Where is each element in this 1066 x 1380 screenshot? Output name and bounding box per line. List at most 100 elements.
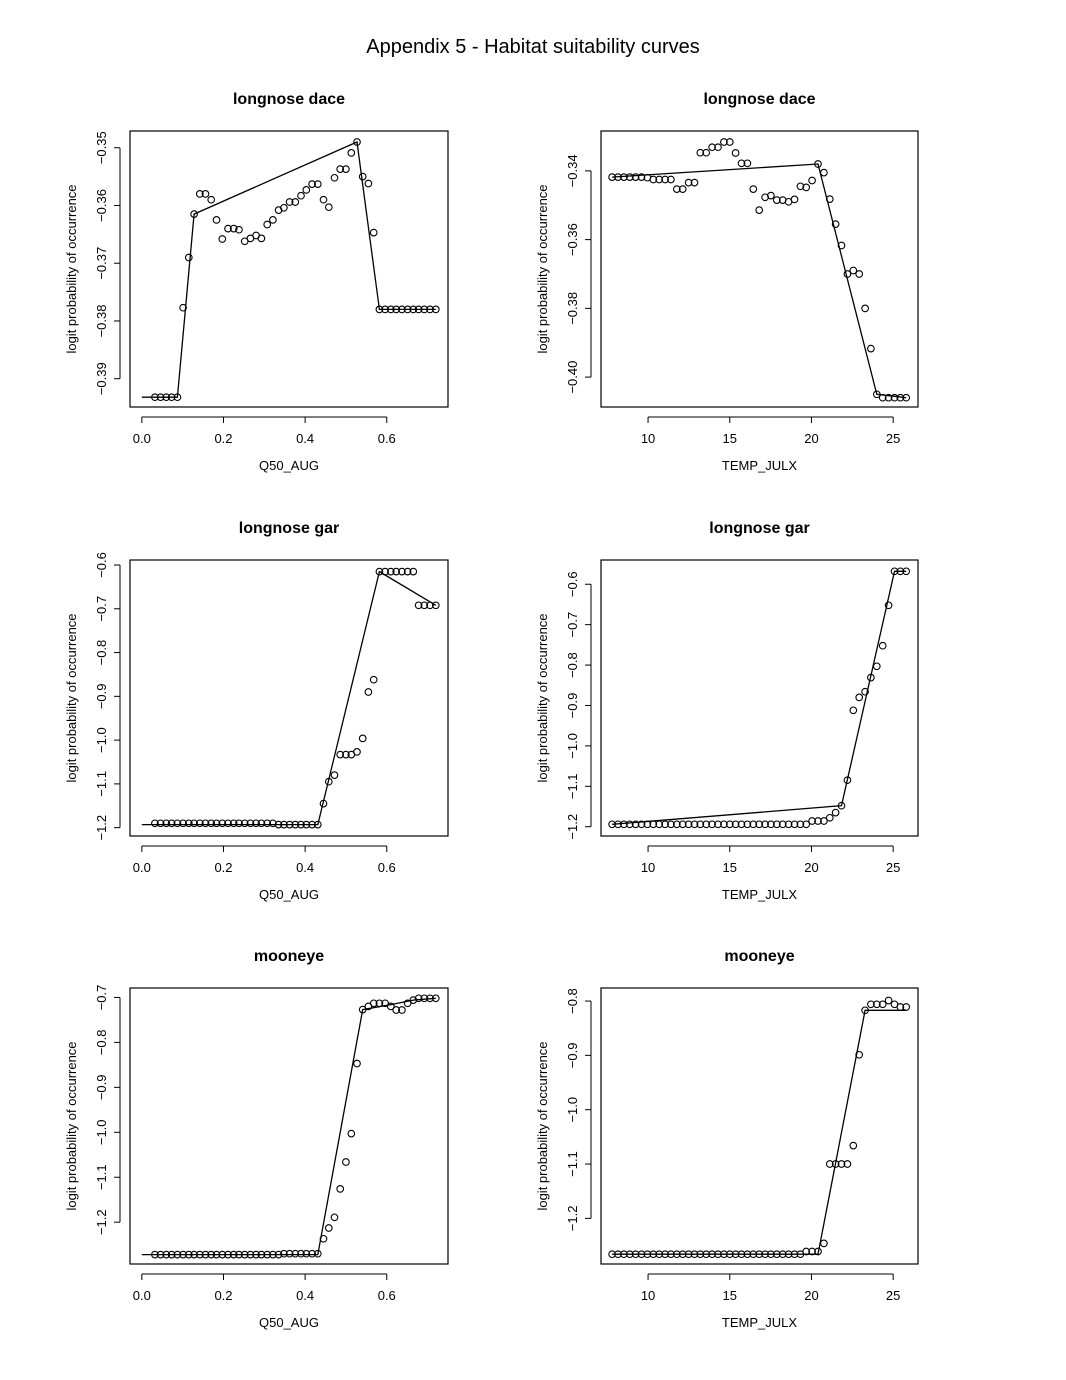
data-point xyxy=(837,1160,846,1168)
data-point xyxy=(347,149,356,157)
y-tick-label: −0.9 xyxy=(565,1043,580,1069)
data-point xyxy=(661,1250,669,1259)
data-point xyxy=(313,820,322,829)
data-point xyxy=(184,819,193,828)
data-point xyxy=(173,393,182,402)
data-point xyxy=(808,817,816,825)
data-point xyxy=(690,820,699,829)
data-point xyxy=(649,175,658,184)
data-point xyxy=(235,1250,243,1259)
x-tick-label: 10 xyxy=(641,1288,655,1303)
data-point xyxy=(649,1250,658,1259)
data-point xyxy=(184,253,193,262)
data-point xyxy=(643,820,652,829)
x-tick-label: 25 xyxy=(886,860,900,875)
data-point xyxy=(737,1250,746,1259)
data-point xyxy=(324,1224,333,1232)
data-point xyxy=(330,1213,339,1222)
data-point xyxy=(784,820,793,829)
data-point xyxy=(896,567,905,576)
data-point xyxy=(336,165,345,173)
fitted-line xyxy=(612,570,907,825)
y-tick-label: −1.1 xyxy=(94,771,109,797)
data-point xyxy=(375,999,384,1008)
data-point xyxy=(655,820,664,829)
x-tick-label: 0.4 xyxy=(296,1288,314,1303)
data-point xyxy=(151,819,159,828)
y-axis-label: logit probability of occurrence xyxy=(535,1041,550,1210)
data-point xyxy=(661,820,669,829)
data-point xyxy=(755,1250,764,1259)
data-point xyxy=(218,235,227,243)
data-point xyxy=(672,1250,681,1259)
data-point xyxy=(825,1160,834,1168)
data-point xyxy=(814,1247,822,1256)
x-axis-label: TEMP_JULX xyxy=(722,458,797,473)
data-point xyxy=(420,305,429,314)
data-point xyxy=(790,820,799,829)
data-point xyxy=(684,820,693,829)
data-point xyxy=(386,567,395,576)
y-tick-label: −0.40 xyxy=(565,361,580,394)
fitted-line xyxy=(141,570,437,826)
data-point xyxy=(749,1250,758,1259)
data-point xyxy=(614,173,622,181)
data-point xyxy=(212,1250,221,1259)
data-point xyxy=(420,601,429,610)
data-point xyxy=(696,820,705,829)
data-point xyxy=(190,1250,198,1259)
data-point xyxy=(684,1250,693,1259)
data-point xyxy=(631,173,640,181)
data-point xyxy=(849,266,858,275)
data-point xyxy=(162,393,171,402)
data-point xyxy=(843,270,852,278)
data-point xyxy=(820,168,828,177)
data-point xyxy=(872,662,881,671)
y-tick-label: −1.0 xyxy=(94,1119,109,1145)
data-point xyxy=(426,601,434,610)
data-point xyxy=(861,1006,869,1015)
data-point xyxy=(884,393,893,402)
data-point xyxy=(342,750,350,759)
data-point xyxy=(414,601,423,610)
data-point xyxy=(369,675,378,684)
data-point xyxy=(269,216,277,224)
data-point xyxy=(772,820,781,829)
data-point xyxy=(319,195,328,204)
y-tick-label: −0.8 xyxy=(94,1030,109,1056)
data-point xyxy=(162,1250,171,1259)
data-point xyxy=(761,1250,769,1259)
y-tick-label: −1.0 xyxy=(565,1097,580,1123)
data-point xyxy=(358,172,367,181)
data-point xyxy=(855,693,864,702)
data-point xyxy=(837,801,846,810)
panel-title: longnose dace xyxy=(233,91,345,108)
data-point xyxy=(392,567,401,576)
data-point xyxy=(207,1250,216,1259)
y-axis-label: logit probability of occurrence xyxy=(64,1041,79,1210)
data-point xyxy=(263,220,272,229)
data-point xyxy=(808,1247,816,1256)
data-point xyxy=(878,1000,887,1009)
data-point xyxy=(229,1250,238,1259)
y-tick-label: −1.0 xyxy=(565,733,580,759)
data-point xyxy=(398,567,406,576)
data-point xyxy=(643,1250,652,1259)
data-point xyxy=(672,820,681,829)
y-tick-label: −0.7 xyxy=(94,596,109,622)
x-tick-label: 0.6 xyxy=(378,431,396,446)
x-axis-label: TEMP_JULX xyxy=(722,887,797,902)
x-tick-label: 15 xyxy=(723,860,737,875)
y-tick-label: −0.7 xyxy=(565,612,580,638)
data-point xyxy=(802,820,811,829)
data-point xyxy=(661,175,669,184)
data-point xyxy=(825,813,834,822)
x-tick-label: 0.0 xyxy=(133,860,151,875)
data-point xyxy=(708,820,716,829)
panel-title: mooneye xyxy=(724,948,794,965)
fitted-line xyxy=(141,997,436,1256)
data-point xyxy=(324,777,333,786)
data-point xyxy=(212,216,221,224)
data-point xyxy=(725,1250,734,1259)
y-tick-label: −0.7 xyxy=(94,985,109,1011)
